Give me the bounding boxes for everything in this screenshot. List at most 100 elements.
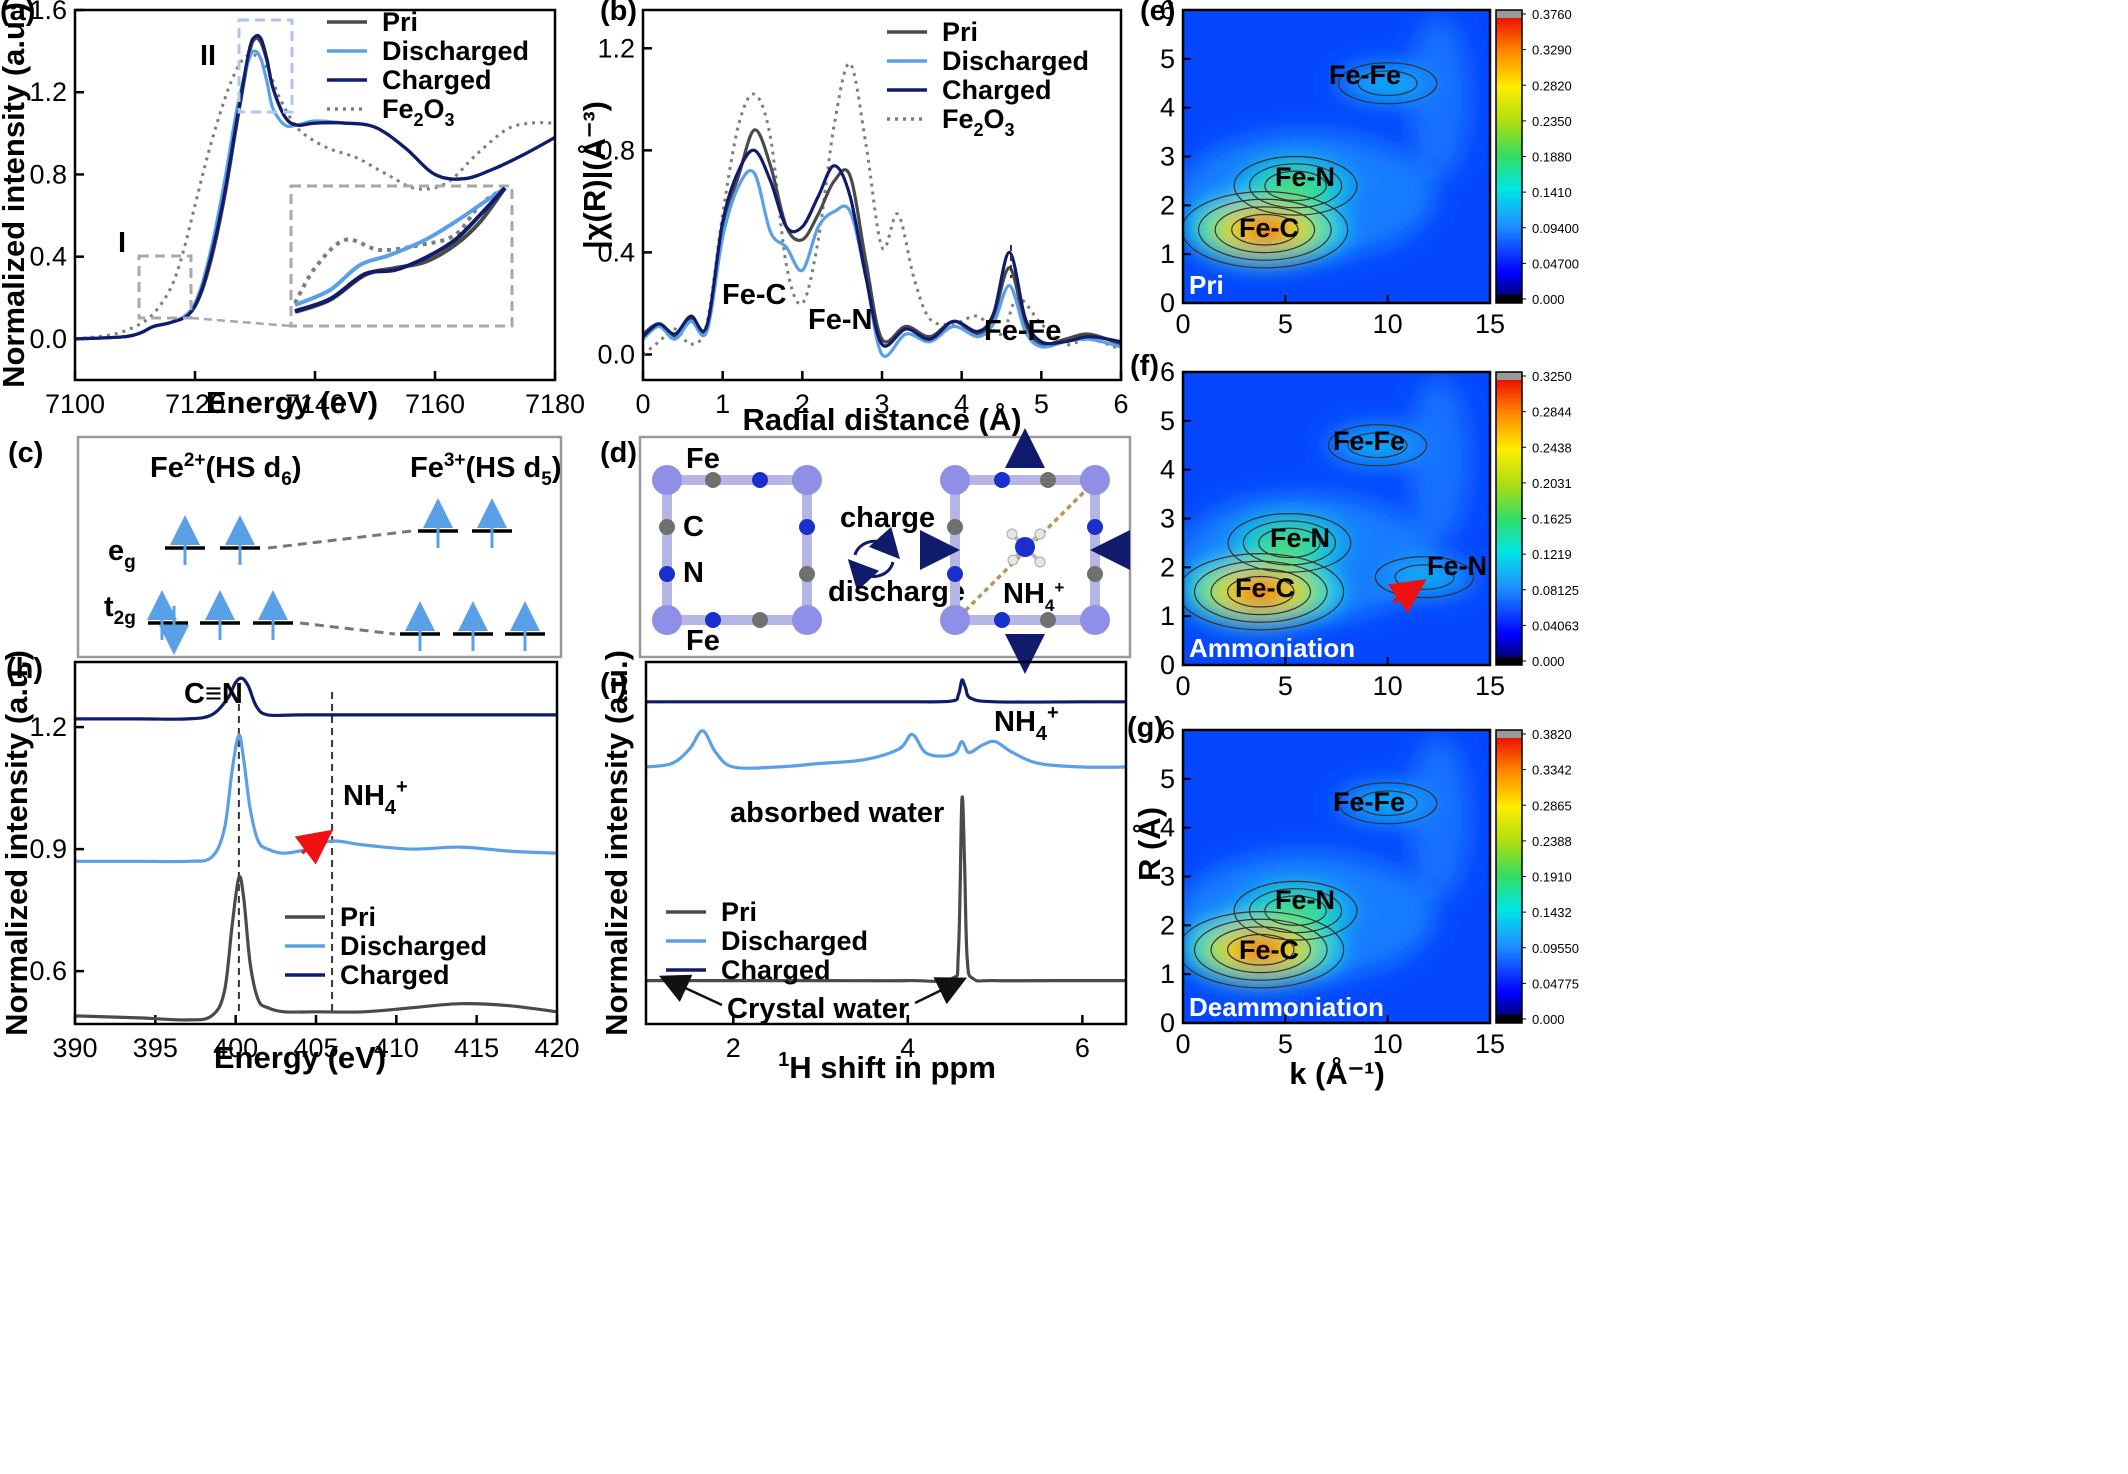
contour-line — [1264, 895, 1327, 926]
fe-atom — [792, 605, 822, 635]
legend-pri-label: Pri — [382, 7, 418, 37]
electron-spins — [147, 498, 540, 655]
panel-i-xlabel: 1H shift in ppm — [778, 1049, 996, 1085]
y-tick-label: 1 — [1160, 959, 1175, 989]
y-tick-label: 2 — [1160, 552, 1175, 582]
panel-b: 0 1 2 3 4 5 6 0.0 0.4 0.8 1.2 (b) Radial distance … — [577, 0, 1129, 437]
colorbar — [1496, 18, 1522, 295]
c-atom — [705, 472, 721, 488]
contour-line — [1357, 70, 1418, 97]
contour-line — [1183, 553, 1345, 631]
x-tick-label: 0 — [1175, 1029, 1190, 1059]
colorbar-tick-label: 0.2031 — [1532, 476, 1572, 491]
panel-b-label: (b) — [600, 0, 637, 27]
panel-e-name: Pri — [1189, 270, 1224, 300]
colorbar — [1496, 380, 1522, 657]
red-arrow-icon — [294, 829, 334, 865]
fe-label-top: Fe — [686, 443, 720, 475]
heatmap-field — [1183, 372, 1490, 665]
c-atom — [1087, 566, 1103, 582]
x-tick-label: 10 — [1373, 1029, 1403, 1059]
red-arrow-icon — [1387, 579, 1427, 614]
y-tick-label: 1 — [1160, 601, 1175, 631]
legend-pri-label: Pri — [340, 902, 376, 932]
panel-g-fen-label: Fe-N — [1275, 885, 1335, 915]
panel-b-xlabel: Radial distance (Å) — [742, 402, 1021, 437]
c-atom — [1040, 612, 1056, 628]
panel-i-frame — [644, 660, 1128, 1026]
colorbar-tick-label: 0.3290 — [1532, 43, 1572, 58]
x-tick-label: 5 — [1034, 389, 1049, 419]
contour-line — [1183, 191, 1349, 269]
panel-a-plot: 7100 7120 7140 7160 7180 0.0 0.4 0.8 1.2 1.6 — [29, 0, 585, 419]
colorbar-tick-label: 0.1432 — [1532, 905, 1572, 920]
x-tick-label: 7140 — [285, 389, 345, 419]
colorbar-tick-label: 0.04700 — [1532, 256, 1579, 271]
contour-line — [1357, 790, 1418, 817]
lattice-atoms — [652, 465, 822, 635]
black-arrow-icon — [658, 974, 723, 1007]
absorbed-water-label: absorbed water — [730, 797, 944, 829]
x-tick-label: 7180 — [525, 389, 585, 419]
contour-line — [1327, 424, 1428, 467]
panel-a-ylabel: Normalized intensity (a.u.) — [0, 2, 31, 388]
series-charged-line — [75, 33, 555, 341]
y-tick-label: 1.2 — [29, 77, 67, 107]
colorbar-tick-label: 0.1410 — [1532, 185, 1572, 200]
heatmap-feature — [1271, 174, 1321, 198]
colorbar-cap — [1496, 730, 1522, 738]
h-atom — [1007, 554, 1019, 566]
legend-discharged-label: Discharged — [340, 931, 487, 961]
contour-line — [1197, 198, 1332, 261]
legend-discharged-label: Discharged — [721, 926, 868, 956]
heatmap-feature — [1346, 432, 1409, 458]
legend-charged-label: Charged — [942, 75, 1052, 105]
colorbar-tick-label: 0.2388 — [1532, 834, 1572, 849]
y-tick-label: 1.6 — [29, 0, 67, 25]
contour-line — [1210, 926, 1312, 974]
n-atom — [705, 612, 721, 628]
heatmap-envelope — [1408, 735, 1470, 900]
panel-e-label: (e) — [1140, 0, 1175, 27]
panel-b-fen-label: Fe-N — [808, 304, 872, 336]
heatmap-field — [1183, 10, 1490, 303]
x-tick-label: 7160 — [405, 389, 465, 419]
crystal-water-label: Crystal water — [727, 993, 909, 1025]
panel-d-label: (d) — [600, 437, 637, 469]
colorbar-tick-label: 0.1910 — [1532, 870, 1572, 885]
strain-arrows — [920, 428, 1130, 674]
y-tick-label: 0 — [1160, 1008, 1175, 1038]
contour-line — [1248, 888, 1343, 934]
series-charged-line — [646, 678, 1126, 704]
colorbar-cap — [1496, 295, 1522, 303]
y-tick-label: 1.2 — [29, 712, 67, 742]
n-atom — [799, 519, 815, 535]
x-tick-label: 4 — [900, 1033, 915, 1063]
colorbar-tick-label: 0.000 — [1532, 1012, 1565, 1027]
panel-g-label: (g) — [1127, 712, 1164, 744]
colorbar-tick-label: 0.1625 — [1532, 512, 1572, 527]
colorbar-tick-label: 0.09400 — [1532, 221, 1579, 236]
ammoniated-lattice: NH4+ — [920, 428, 1130, 674]
charge-label: charge — [840, 502, 935, 534]
legend-charged-label: Charged — [721, 955, 831, 985]
n-atom — [1087, 519, 1103, 535]
heatmap-feature — [1356, 790, 1419, 816]
panel-g-fec-label: Fe-C — [1239, 935, 1299, 965]
inset-charged-line — [294, 186, 507, 313]
panel-h-plot: 390 395 400 405 410 415 420 0.6 0.9 1.2 — [29, 676, 580, 1063]
c-atom — [799, 566, 815, 582]
y-tick-label: 0.4 — [29, 242, 67, 272]
n-label: N — [683, 557, 704, 589]
series-discharged-line — [75, 733, 557, 864]
y-tick-label: 4 — [1160, 813, 1175, 843]
panel-c-label: (c) — [8, 437, 43, 469]
colorbar-tick-label: 0.1880 — [1532, 150, 1572, 165]
y-tick-label: 0 — [1160, 288, 1175, 318]
legend-fe2o3-label: Fe2O3 — [942, 104, 1015, 140]
y-tick-label: 6 — [1160, 715, 1175, 745]
panel-f-fefe-label: Fe-Fe — [1333, 426, 1405, 456]
panel-f-fen2-label: Fe-N — [1427, 551, 1487, 581]
panel-i: 2 4 6 (i) 1H shift in ppm Normalized inten… — [599, 650, 1128, 1085]
fe3-config-label: Fe3+(HS d5) — [410, 450, 561, 490]
